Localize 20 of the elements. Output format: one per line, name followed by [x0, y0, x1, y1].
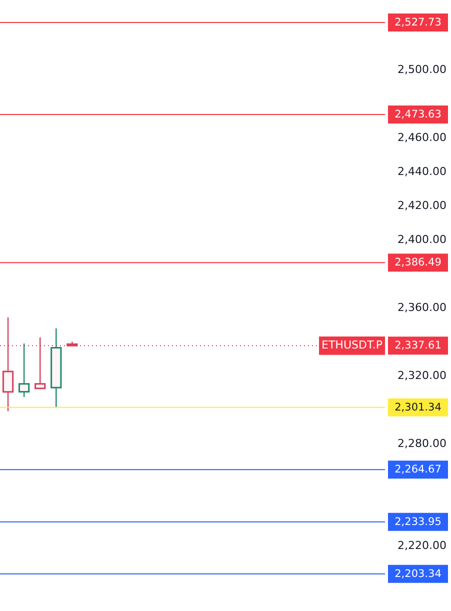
y-tick-label: 2,460.00: [398, 131, 446, 144]
y-tick-label: 2,420.00: [398, 199, 446, 212]
ref-line-label: 2,337.61: [394, 340, 442, 352]
y-tick-label: 2,360.00: [398, 301, 446, 314]
ref-line-label: 2,473.63: [394, 108, 442, 120]
annotation: ETHUSDT.P: [322, 338, 383, 352]
ref-line-label: 2,527.73: [394, 16, 442, 29]
ref-line-label: 2,301.34: [394, 401, 442, 414]
candlestick: [34, 336, 46, 390]
candlestick: [18, 342, 30, 398]
y-tick-label: 2,500.00: [398, 63, 446, 76]
ref-line-label: 2,233.95: [394, 516, 442, 528]
y-tick-label: 2,220.00: [398, 539, 446, 552]
ref-line-label: 2,203.34: [394, 568, 442, 580]
ref-line-label: 2,264.67: [394, 464, 442, 476]
y-tick-label: 2,400.00: [398, 233, 446, 246]
ref-line-label: 2,386.49: [394, 256, 442, 269]
y-tick-label: 2,280.00: [398, 437, 446, 450]
y-tick-label: 2,440.00: [398, 165, 446, 178]
y-tick-label: 2,320.00: [398, 369, 446, 382]
